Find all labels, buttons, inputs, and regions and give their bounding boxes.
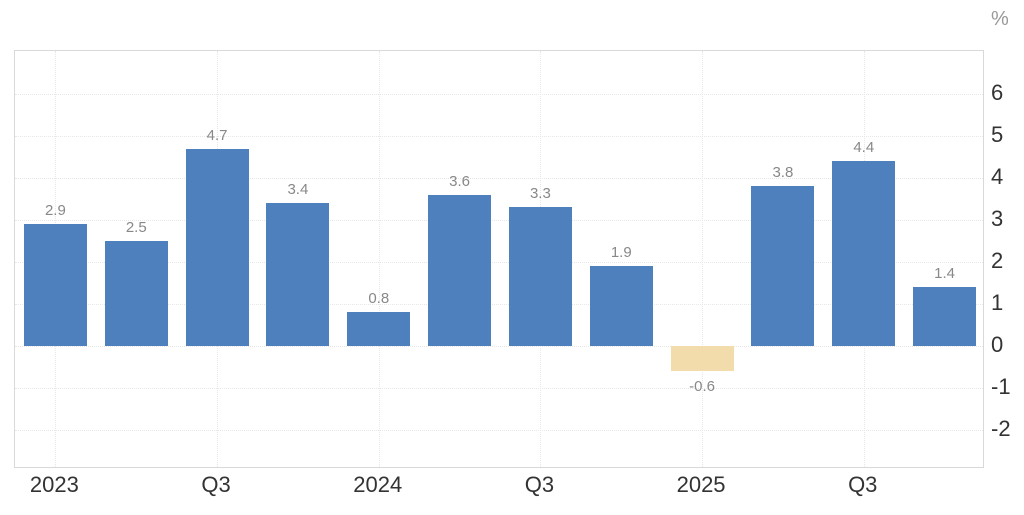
y-axis-tick-label: 2	[991, 248, 1004, 273]
x-axis-tick-label: Q3	[201, 472, 231, 497]
y-gridline	[15, 178, 983, 179]
y-gridline	[15, 220, 983, 221]
bar[interactable]	[751, 186, 815, 346]
x-axis-tick-label: 2025	[676, 472, 726, 497]
bar[interactable]	[23, 224, 87, 346]
y-axis-tick-label: 3	[991, 206, 1004, 231]
y-gridline	[15, 136, 983, 137]
bar-value-label: 4.7	[206, 126, 228, 144]
bar-value-label: -0.6	[689, 378, 715, 396]
x-gridline	[702, 51, 704, 467]
bar[interactable]	[913, 287, 977, 346]
bar[interactable]	[589, 266, 653, 346]
y-gridline	[15, 262, 983, 263]
bar[interactable]	[185, 148, 249, 346]
y-axis-tick-label: -1	[991, 374, 1011, 399]
y-axis-unit-label: %	[991, 8, 1009, 30]
bar-value-label: 4.4	[853, 139, 875, 157]
bar-value-label: 3.8	[772, 164, 794, 182]
bar[interactable]	[347, 312, 411, 346]
y-axis-tick-label: 5	[991, 122, 1004, 147]
x-axis-tick-label: Q3	[524, 472, 555, 497]
y-axis-tick-label: -2	[991, 416, 1011, 441]
x-axis-tick-label: 2024	[353, 472, 403, 497]
bar[interactable]	[832, 161, 896, 346]
bar[interactable]	[508, 207, 572, 346]
bar-value-label: 3.3	[529, 185, 551, 203]
x-gridline	[378, 51, 380, 467]
bar[interactable]	[104, 241, 168, 346]
x-axis-tick-label: Q3	[848, 472, 878, 497]
bar[interactable]	[428, 194, 492, 346]
y-gridline	[15, 430, 983, 431]
plot-area: 2.9 2.5 4.7 3.4 0.8 3.6 3.3 1.9 -0.6 3.8 4.4 1.4	[14, 50, 984, 468]
y-axis-tick-label: 0	[991, 332, 1004, 357]
bar-value-label: 3.6	[449, 172, 470, 190]
bar[interactable]	[266, 203, 330, 346]
bar-value-label: 1.9	[610, 244, 632, 262]
bar-value-label: 3.4	[287, 181, 309, 199]
bar-value-label: 2.5	[125, 219, 147, 236]
bar-value-label: 2.9	[44, 202, 66, 220]
y-axis-tick-label: 4	[991, 164, 1004, 189]
y-axis-tick-label: 6	[991, 80, 1004, 105]
y-axis-tick-label: 1	[991, 290, 1004, 315]
y-gridline	[15, 346, 983, 347]
y-gridline	[15, 388, 983, 389]
x-axis-tick-label: 2023	[29, 472, 79, 497]
bar-value-label: 1.4	[934, 265, 955, 283]
y-gridline	[15, 304, 983, 305]
bar-value-label: 0.8	[368, 290, 390, 308]
y-gridline	[15, 94, 983, 95]
bar-highlighted[interactable]	[670, 346, 734, 372]
